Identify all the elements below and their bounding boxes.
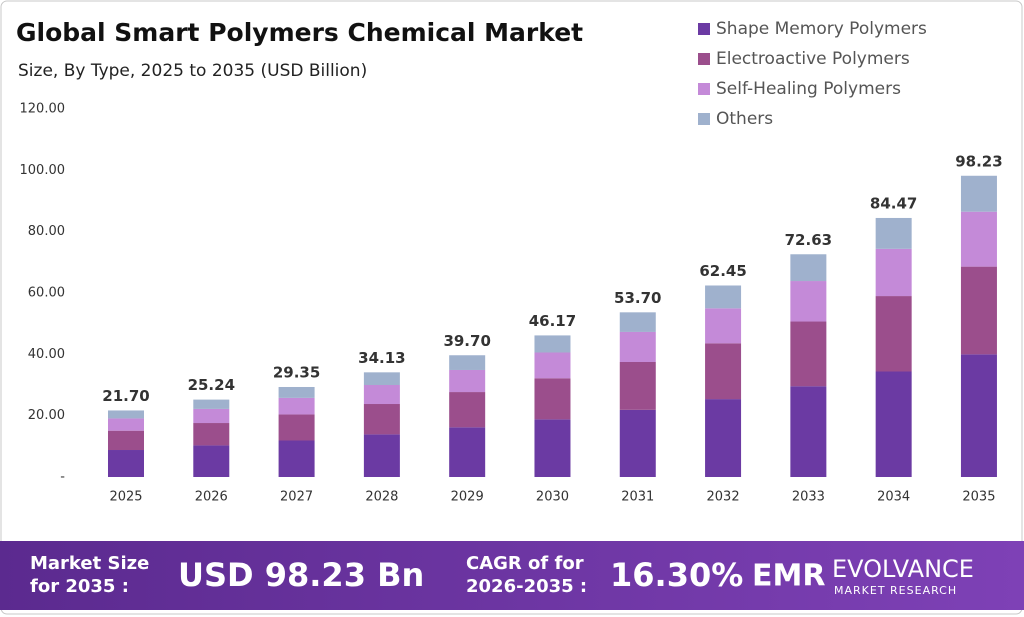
bar-segment	[107, 418, 144, 431]
bar-segment	[449, 392, 486, 428]
bar-segment	[875, 217, 912, 249]
bar-segment	[619, 331, 656, 362]
bar-segment	[278, 386, 315, 398]
x-tick-label: 2030	[536, 490, 569, 505]
bar-segment	[193, 408, 230, 424]
total-label: 21.70	[102, 387, 149, 405]
bar-segment	[875, 371, 912, 477]
bar-segment	[534, 378, 571, 420]
bar-segment	[278, 440, 315, 477]
bar-segment	[534, 419, 571, 477]
bar-segment	[790, 386, 827, 477]
bar-segment	[960, 266, 997, 355]
total-label: 98.23	[955, 152, 1002, 170]
y-tick-label: 100.00	[20, 163, 66, 178]
bar-segment	[790, 281, 827, 322]
x-tick-label: 2033	[792, 490, 825, 505]
legend-swatch	[698, 83, 710, 95]
total-label: 53.70	[614, 289, 661, 307]
legend-swatch	[698, 113, 710, 125]
bar-segment	[534, 352, 571, 379]
legend-label: Others	[716, 109, 773, 129]
total-label: 72.63	[785, 231, 832, 249]
bar-segment	[193, 399, 230, 409]
bar-segment	[363, 385, 400, 405]
chart-title: Global Smart Polymers Chemical Market	[16, 18, 583, 47]
footer-banner	[0, 541, 1024, 610]
bar-segment	[619, 362, 656, 410]
footer-value: 16.30%	[610, 556, 743, 594]
bar-segment	[449, 427, 486, 477]
x-tick-label: 2035	[962, 490, 995, 505]
footer-label: CAGR of for	[466, 553, 584, 574]
bar-segment	[107, 430, 144, 451]
x-tick-label: 2031	[621, 490, 654, 505]
bar-segment	[619, 312, 656, 332]
bar-segment	[107, 410, 144, 419]
y-tick-label: 20.00	[28, 408, 65, 423]
bar-segment	[705, 308, 742, 344]
legend-swatch	[698, 23, 710, 35]
total-label: 34.13	[358, 349, 405, 367]
total-label: 46.17	[529, 312, 576, 330]
total-label: 84.47	[870, 194, 917, 212]
legend-label: Electroactive Polymers	[716, 49, 910, 69]
x-tick-label: 2028	[365, 490, 398, 505]
bar-segment	[193, 423, 230, 446]
total-label: 62.45	[699, 262, 746, 280]
bar-segment	[278, 397, 315, 415]
bar-segment	[363, 372, 400, 385]
bar-segment	[960, 211, 997, 267]
legend-label: Shape Memory Polymers	[716, 19, 927, 39]
bar-segment	[790, 254, 827, 282]
chart-subtitle: Size, By Type, 2025 to 2035 (USD Billion…	[18, 61, 367, 81]
y-tick-label: 60.00	[28, 286, 65, 301]
footer-label: 2026-2035 :	[466, 576, 587, 597]
footer-value: USD 98.23 Bn	[178, 556, 424, 594]
bar-segment	[705, 285, 742, 309]
x-tick-label: 2032	[707, 490, 740, 505]
bar-segment	[363, 404, 400, 435]
x-tick-label: 2026	[195, 490, 228, 505]
bar-segment	[875, 296, 912, 372]
bar-segment	[107, 450, 144, 477]
logo-name: EVOLVANCE	[832, 555, 974, 583]
logo-tagline: MARKET RESEARCH	[834, 584, 957, 597]
y-tick-label: -	[60, 470, 65, 485]
bar-segment	[449, 369, 486, 393]
bar-segment	[875, 248, 912, 297]
x-tick-label: 2029	[451, 490, 484, 505]
bar-segment	[705, 343, 742, 400]
y-tick-label: 80.00	[28, 224, 65, 239]
x-tick-label: 2025	[109, 490, 142, 505]
total-label: 25.24	[188, 376, 235, 394]
bar-segment	[790, 321, 827, 387]
total-label: 29.35	[273, 363, 320, 381]
footer-label: for 2035 :	[30, 576, 129, 597]
y-tick-label: 40.00	[28, 347, 65, 362]
y-tick-label: 120.00	[20, 102, 66, 117]
bar-segment	[960, 354, 997, 477]
bar-segment	[193, 445, 230, 477]
x-tick-label: 2027	[280, 490, 313, 505]
x-tick-label: 2034	[877, 490, 910, 505]
legend-label: Self-Healing Polymers	[716, 79, 901, 99]
bar-segment	[449, 355, 486, 370]
bar-segment	[705, 399, 742, 477]
legend-swatch	[698, 53, 710, 65]
logo-mark: EMR	[752, 559, 825, 594]
bar-segment	[619, 409, 656, 477]
total-label: 39.70	[443, 332, 490, 350]
bar-segment	[534, 335, 571, 353]
bar-segment	[960, 175, 997, 212]
bar-segment	[278, 414, 315, 441]
bar-segment	[363, 434, 400, 477]
footer-label: Market Size	[30, 553, 149, 574]
